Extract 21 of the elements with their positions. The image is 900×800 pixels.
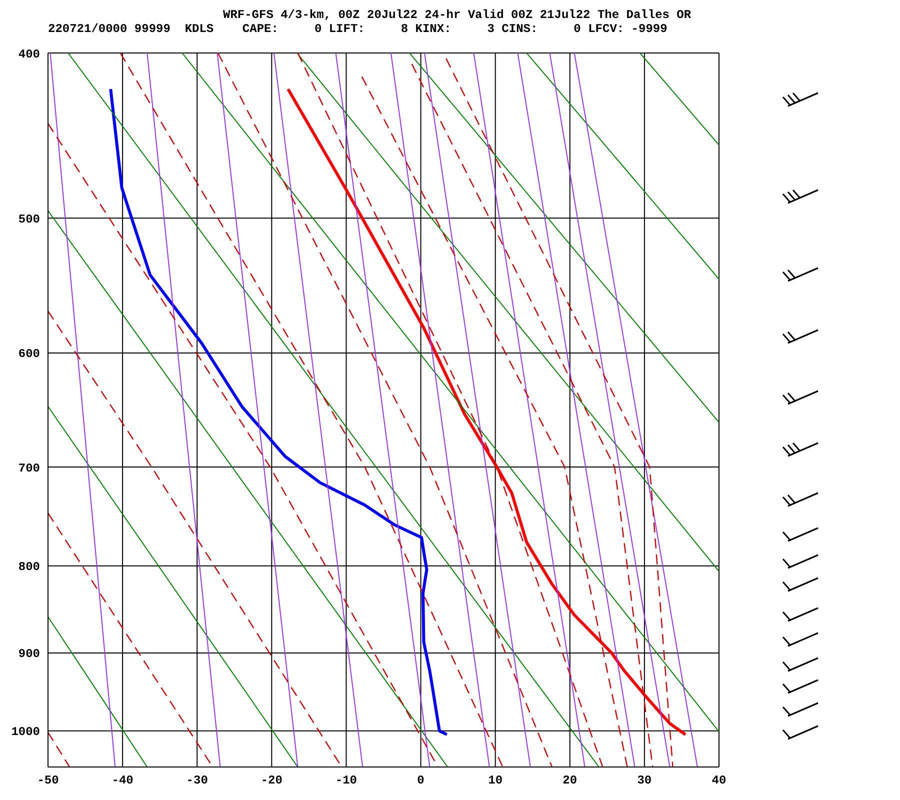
x-tick-label: -20 <box>260 774 282 788</box>
x-tick-label: -40 <box>112 774 134 788</box>
x-tick-label: 30 <box>637 774 652 788</box>
y-tick-label: 800 <box>18 560 40 574</box>
y-tick-label: 600 <box>18 347 40 362</box>
y-tick-label: 700 <box>18 461 40 476</box>
y-tick-label: 900 <box>18 647 40 662</box>
x-tick-label: 20 <box>562 774 578 788</box>
x-tick-label: -10 <box>335 774 358 788</box>
x-tick-label: -50 <box>37 774 59 788</box>
line-series <box>286 88 687 736</box>
line-series <box>109 88 448 736</box>
x-tick-label: 40 <box>712 774 726 788</box>
y-tick-label: 400 <box>18 47 40 62</box>
x-tick-label: 0 <box>417 774 424 788</box>
chart-subtitle: 220721/0000 99999 KDLS CAPE: 0 LIFT: 8 KINX: 3 CINS: 0 LFCV: -9999 <box>47 22 668 36</box>
chart-title: WRF-GFS 4/3-km, 00Z 20Jul22 24-hr Valid 00Z 21Jul22 The Dalles OR <box>222 8 692 22</box>
x-tick-label: 10 <box>488 774 503 788</box>
y-tick-label: 500 <box>18 212 40 226</box>
x-tick-label: -30 <box>186 774 208 788</box>
y-tick-label: 1000 <box>11 725 40 740</box>
